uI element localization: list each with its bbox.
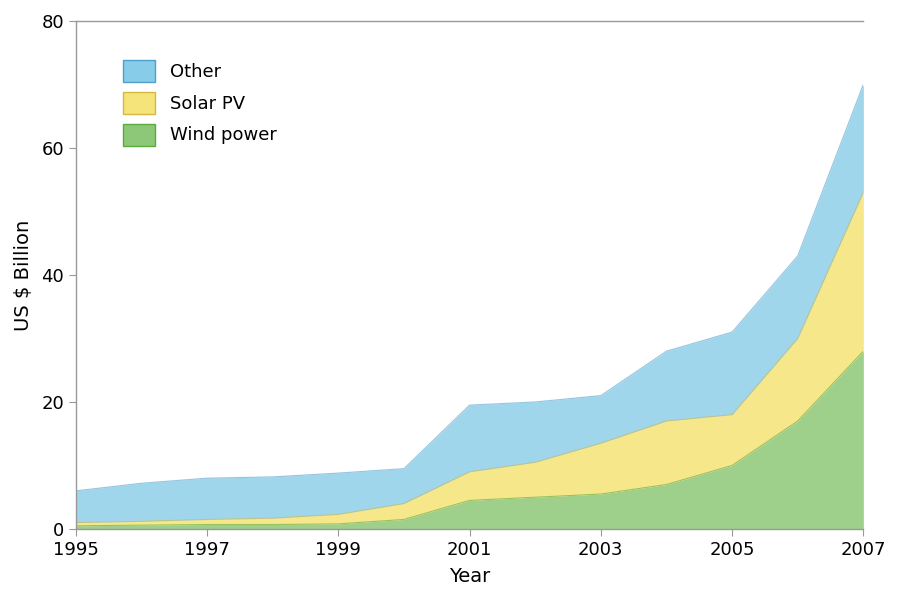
X-axis label: Year: Year [449, 567, 491, 586]
Y-axis label: US $ Billion: US $ Billion [14, 220, 33, 331]
Legend: Other, Solar PV, Wind power: Other, Solar PV, Wind power [108, 45, 291, 160]
